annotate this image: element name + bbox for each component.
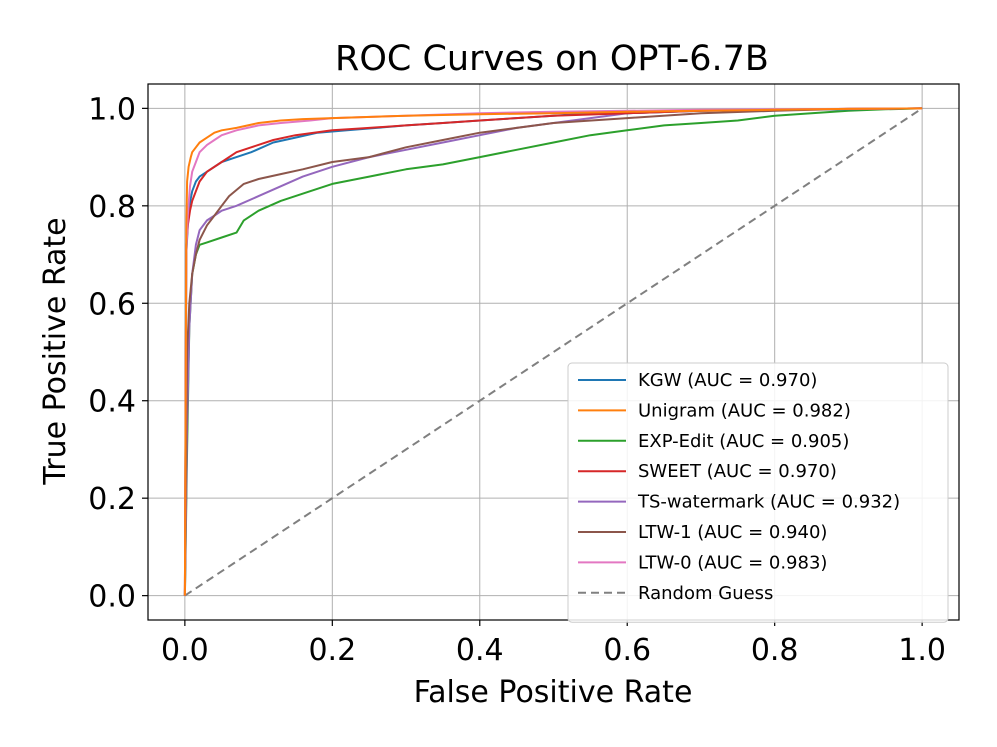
- legend-label: SWEET (AUC = 0.970): [638, 461, 837, 482]
- legend-label: LTW-1 (AUC = 0.940): [638, 522, 827, 543]
- x-tick-label: 0.0: [161, 633, 209, 668]
- x-tick-label: 0.2: [308, 633, 356, 668]
- series-line-ltw-1: [183, 107, 923, 596]
- y-tick-label: 1.0: [88, 92, 136, 127]
- series-line-random-guess: [184, 107, 923, 597]
- y-tick-label: 0.8: [88, 190, 136, 225]
- x-tick-label: 1.0: [898, 633, 946, 668]
- series-lines: [183, 107, 923, 597]
- grid: [148, 84, 959, 620]
- legend-label: KGW (AUC = 0.970): [638, 370, 817, 391]
- series-line-sweet: [183, 107, 923, 596]
- y-tick-label: 0.2: [88, 482, 136, 517]
- legend-box: [567, 362, 949, 623]
- chart-title: ROC Curves on OPT-6.7B: [335, 39, 769, 79]
- x-tick-label: 0.8: [751, 633, 799, 668]
- legend-label: TS-watermark (AUC = 0.932): [637, 492, 900, 513]
- legend-label: EXP-Edit (AUC = 0.905): [638, 431, 849, 452]
- x-axis-label: False Positive Rate: [414, 675, 693, 710]
- series-line-unigram: [183, 107, 923, 596]
- axis-ticks: 0.0 0.2 0.4 0.6 0.8 1.0 0.0 0.2 0.4 0.6 0.8 1.0: [88, 92, 946, 668]
- y-axis-label: True Positive Rate: [38, 217, 73, 485]
- x-tick-label: 0.6: [603, 633, 651, 668]
- x-tick-label: 0.4: [456, 633, 504, 668]
- legend-label: LTW-0 (AUC = 0.983): [638, 552, 827, 573]
- series-line-exp-edit: [183, 107, 923, 596]
- y-tick-label: 0.6: [88, 287, 136, 322]
- legend-label: Unigram (AUC = 0.982): [638, 400, 851, 421]
- plot-frame: [147, 83, 960, 621]
- legend-label: Random Guess: [638, 583, 773, 604]
- y-tick-label: 0.0: [88, 580, 136, 615]
- y-tick-label: 0.4: [88, 385, 136, 420]
- legend: KGW (AUC = 0.970) Unigram (AUC = 0.982) EX…: [567, 362, 949, 623]
